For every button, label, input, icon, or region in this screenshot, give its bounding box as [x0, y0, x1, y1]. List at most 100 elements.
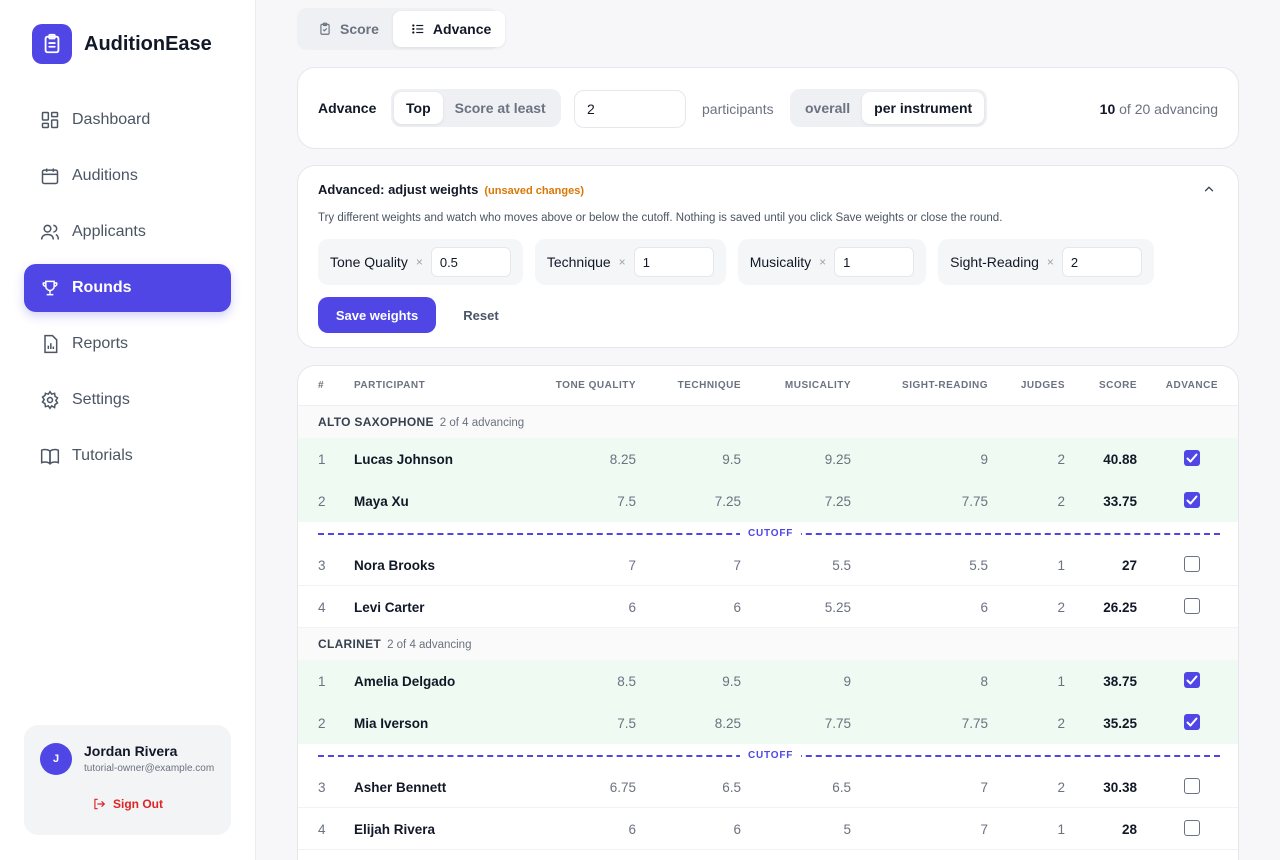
- sidebar-item-label: Auditions: [72, 167, 138, 184]
- cell-judges: 2: [1057, 452, 1065, 467]
- cell-sight-reading: 9: [980, 452, 988, 467]
- cell-rank: 1: [318, 674, 326, 689]
- cell-participant: Mia Iverson: [354, 716, 429, 731]
- table-row: 4 Levi Carter 6 6 5.25 6 2 26.25: [298, 586, 1238, 628]
- advance-checkbox[interactable]: [1184, 672, 1200, 688]
- cell-score: 27: [1121, 558, 1137, 573]
- reset-button[interactable]: Reset: [450, 297, 512, 333]
- advance-checkbox[interactable]: [1184, 714, 1200, 730]
- group-header: CLARINET 2 of 4 advancing: [298, 628, 1238, 660]
- cell-score: 40.88: [1103, 452, 1137, 467]
- trophy-icon: [40, 278, 60, 298]
- report-icon: [40, 334, 60, 354]
- cell-musicality: 5: [843, 822, 851, 837]
- cell-participant: Asher Bennett: [354, 780, 447, 795]
- cell-judges: 1: [1057, 674, 1065, 689]
- cell-rank: 4: [318, 822, 326, 837]
- advance-checkbox[interactable]: [1184, 492, 1200, 508]
- cell-rank: 2: [318, 494, 326, 509]
- cell-judges: 1: [1057, 822, 1065, 837]
- cell-technique: 6.5: [722, 780, 741, 795]
- sidebar-item-tutorials[interactable]: Tutorials: [24, 432, 231, 480]
- cell-musicality: 7.75: [824, 716, 851, 731]
- sidebar-item-dashboard[interactable]: Dashboard: [24, 96, 231, 144]
- advance-count-input[interactable]: [574, 90, 686, 128]
- weights-description: Try different weights and watch who move…: [318, 212, 1003, 224]
- advance-checkbox[interactable]: [1184, 598, 1200, 614]
- cell-tone-quality: 8.25: [609, 452, 636, 467]
- weight-musicality-input[interactable]: [834, 247, 915, 277]
- unsaved-badge: (unsaved changes): [484, 185, 585, 197]
- sign-out-button[interactable]: Sign Out: [92, 797, 163, 811]
- weight-sight-reading: Sight-Reading ×: [938, 239, 1154, 285]
- col-sight-reading: SIGHT-READING: [902, 380, 988, 391]
- cell-sight-reading: 5.5: [969, 558, 988, 573]
- advance-checkbox[interactable]: [1184, 778, 1200, 794]
- cell-judges: 2: [1057, 780, 1065, 795]
- cell-participant: Levi Carter: [354, 600, 425, 615]
- cell-score: 33.75: [1103, 494, 1137, 509]
- chevron-up-icon[interactable]: [1202, 182, 1216, 201]
- tab-label: Advance: [432, 21, 492, 37]
- cell-technique: 8.25: [714, 716, 741, 731]
- weight-label: Sight-Reading: [950, 254, 1039, 270]
- sidebar-item-label: Settings: [72, 391, 130, 408]
- col-tone-quality: TONE QUALITY: [555, 380, 636, 391]
- table-row: 1 Amelia Delgado 8.5 9.5 9 8 1 38.75: [298, 660, 1238, 702]
- cell-rank: 4: [318, 600, 326, 615]
- scope-overall-button[interactable]: overall: [805, 100, 851, 116]
- cutoff-label: CUTOFF: [740, 528, 802, 539]
- gear-icon: [40, 390, 60, 410]
- check-icon: [1186, 495, 1198, 505]
- weights-title[interactable]: Advanced: adjust weights (unsaved changes…: [318, 182, 584, 197]
- mode-score-at-least-button[interactable]: Score at least: [454, 100, 546, 116]
- cell-technique: 7.25: [714, 494, 741, 509]
- weight-tone-quality: Tone Quality ×: [318, 239, 523, 285]
- cell-score: 28: [1121, 822, 1137, 837]
- users-icon: [40, 222, 60, 242]
- tab-advance[interactable]: Advance: [392, 11, 506, 47]
- cell-rank: 3: [318, 780, 326, 795]
- brand[interactable]: AuditionEase: [32, 24, 212, 64]
- sign-out-label: Sign Out: [113, 797, 163, 811]
- user-email: tutorial-owner@example.com: [84, 763, 215, 774]
- tab-label: Score: [340, 21, 379, 37]
- check-icon: [1186, 453, 1198, 463]
- table-row: 3 Nora Brooks 7 7 5.5 5.5 1 27: [298, 544, 1238, 586]
- sidebar-item-label: Dashboard: [72, 111, 151, 128]
- sidebar-nav: Dashboard Auditions Applicants Rounds Re…: [24, 96, 231, 488]
- sidebar-item-rounds[interactable]: Rounds: [24, 264, 231, 312]
- sidebar-item-settings[interactable]: Settings: [24, 376, 231, 424]
- advance-checkbox[interactable]: [1184, 450, 1200, 466]
- cell-sight-reading: 7.75: [961, 494, 988, 509]
- tab-score[interactable]: Score: [300, 11, 393, 47]
- sidebar-item-reports[interactable]: Reports: [24, 320, 231, 368]
- advance-label: Advance: [318, 100, 377, 116]
- weight-technique-input[interactable]: [633, 247, 714, 277]
- cell-participant: Nora Brooks: [354, 558, 436, 573]
- cell-technique: 7: [733, 558, 741, 573]
- advance-checkbox[interactable]: [1184, 820, 1200, 836]
- advance-scope-toggle: overall per instrument: [790, 89, 988, 127]
- multiply-icon: ×: [618, 255, 626, 269]
- cell-rank: 2: [318, 716, 326, 731]
- cell-sight-reading: 7: [980, 780, 988, 795]
- cell-participant: Lucas Johnson: [354, 452, 454, 467]
- sidebar-item-applicants[interactable]: Applicants: [24, 208, 231, 256]
- save-weights-button[interactable]: Save weights: [318, 297, 436, 333]
- weight-sight-reading-input[interactable]: [1061, 247, 1142, 277]
- sidebar-item-auditions[interactable]: Auditions: [24, 152, 231, 200]
- col-musicality: MUSICALITY: [784, 380, 851, 391]
- multiply-icon: ×: [1046, 255, 1054, 269]
- cell-rank: 1: [318, 452, 326, 467]
- multiply-icon: ×: [819, 255, 827, 269]
- cutoff-divider: CUTOFF: [318, 524, 1220, 544]
- cell-rank: 3: [318, 558, 326, 573]
- group-advancing-count: 2 of 4 advancing: [387, 639, 472, 651]
- mode-top-button[interactable]: Top: [394, 92, 443, 124]
- weights-row: Tone Quality × Technique × Musicality × …: [318, 239, 1166, 285]
- scope-per-instrument-button[interactable]: per instrument: [862, 92, 985, 124]
- cell-sight-reading: 8: [980, 674, 988, 689]
- advance-checkbox[interactable]: [1184, 556, 1200, 572]
- weight-tone-quality-input[interactable]: [430, 247, 511, 277]
